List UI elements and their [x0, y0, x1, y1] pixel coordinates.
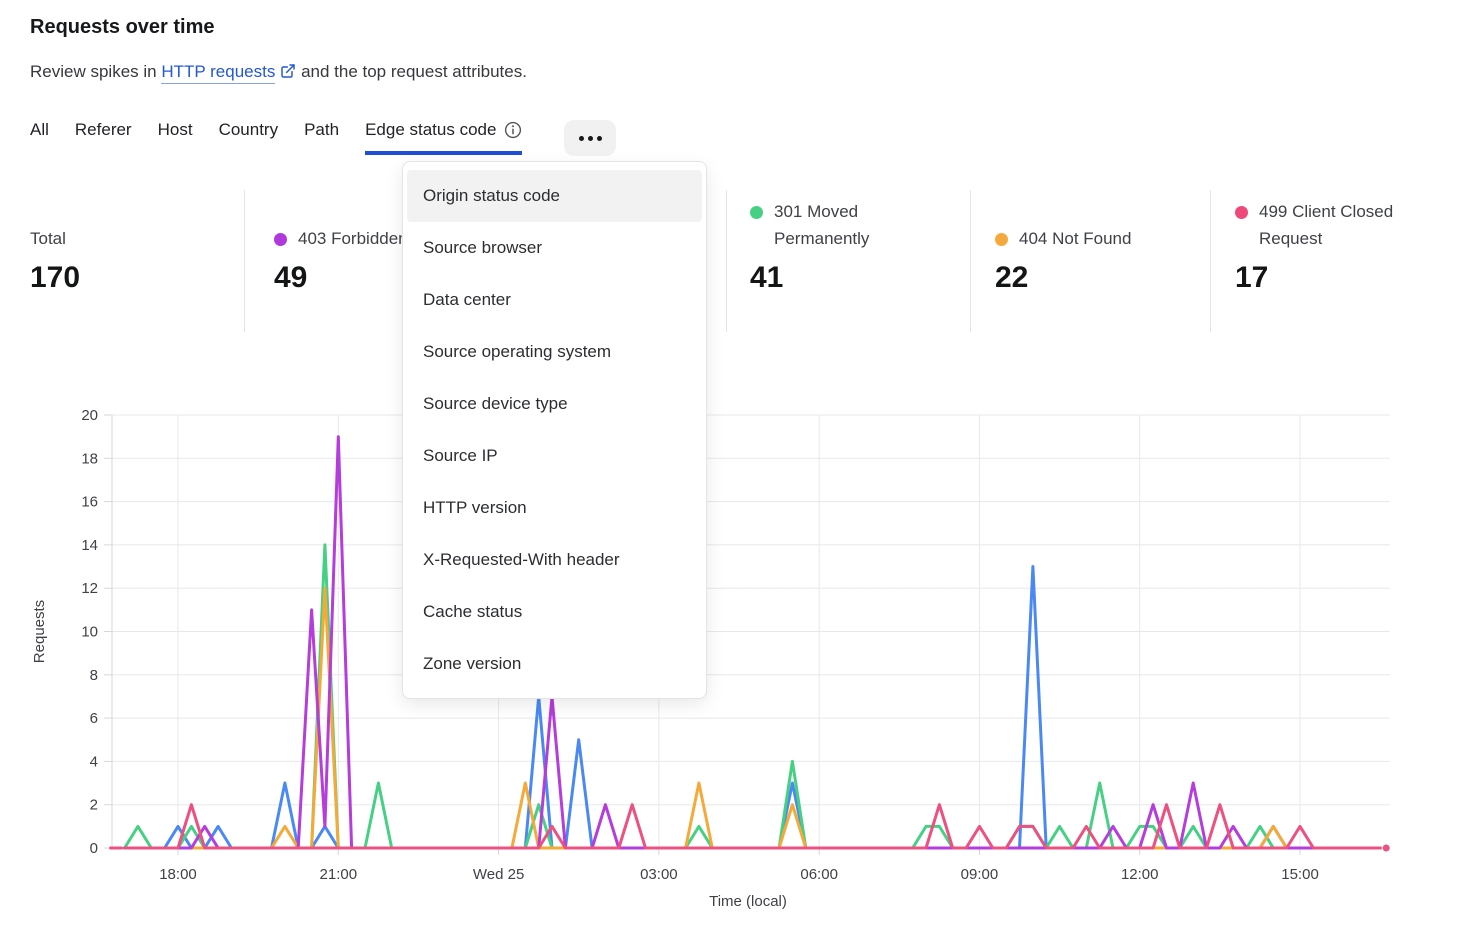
stat-301-moved-permanently: 301 Moved Permanently 41: [750, 190, 960, 295]
external-link-icon: [280, 63, 296, 84]
svg-text:16: 16: [81, 494, 98, 511]
stat-divider: [1210, 190, 1211, 332]
legend-dot-icon: [750, 206, 763, 220]
stat-label: 403 Forbidden: [274, 226, 408, 252]
subtitle: Review spikes in HTTP requests and the t…: [30, 62, 527, 84]
tab-label: Path: [304, 120, 340, 139]
svg-text:20: 20: [81, 407, 98, 424]
ellipsis-icon[interactable]: [564, 120, 617, 156]
menu-item-cache-status[interactable]: Cache status: [423, 602, 523, 621]
subtitle-text: Review spikes in: [30, 62, 162, 81]
stat-label: Total: [30, 228, 66, 248]
subtitle-text-2: and the top request attributes.: [296, 62, 527, 81]
svg-text:10: 10: [81, 624, 98, 641]
menu-item-origin-status-code[interactable]: Origin status code: [407, 170, 702, 222]
stat-value: 170: [30, 261, 81, 294]
svg-text:Requests: Requests: [31, 600, 48, 663]
stat-403-forbidden: 403 Forbidden 49: [274, 190, 484, 295]
stat-total: Total 170: [30, 190, 240, 295]
tab-label: Country: [218, 120, 279, 139]
tab-path[interactable]: Path: [304, 120, 339, 151]
tab-label: Edge status code: [365, 120, 497, 139]
menu-item-source-device-type[interactable]: Source device type: [423, 394, 568, 413]
svg-text:15:00: 15:00: [1281, 866, 1319, 883]
stat-value: 49: [274, 261, 308, 294]
page-title: Requests over time: [30, 16, 215, 38]
tab-country[interactable]: Country: [219, 120, 279, 151]
svg-text:09:00: 09:00: [961, 866, 999, 883]
stat-404-not-found: 404 Not Found 22: [995, 190, 1205, 295]
stat-divider: [244, 190, 245, 332]
stat-label: 404 Not Found: [995, 226, 1131, 252]
svg-text:18:00: 18:00: [159, 866, 197, 883]
menu-item-source-browser[interactable]: Source browser: [423, 238, 543, 257]
tab-label: All: [30, 120, 49, 139]
legend-dot-icon: [1235, 206, 1248, 220]
stat-label: 499 Client Closed Request: [1235, 199, 1431, 252]
svg-text:8: 8: [90, 667, 98, 684]
tab-label: Referer: [74, 120, 132, 139]
tab-host[interactable]: Host: [158, 120, 193, 151]
svg-text:Time (local): Time (local): [709, 893, 787, 910]
attribute-dropdown-menu: Origin status code Source browser Data cen…: [402, 161, 707, 699]
http-requests-link[interactable]: HTTP requests: [161, 62, 276, 84]
tab-edge-status-code[interactable]: Edge status code: [365, 120, 523, 155]
svg-text:2: 2: [90, 797, 98, 814]
svg-text:03:00: 03:00: [640, 866, 678, 883]
series-line-499-client-closed-request: [123, 803, 1382, 850]
svg-text:0: 0: [90, 840, 98, 857]
stat-value: 22: [995, 261, 1029, 294]
svg-text:Wed 25: Wed 25: [473, 866, 524, 883]
stat-499-client-closed-request: 499 Client Closed Request 17: [1235, 190, 1445, 295]
legend-dot-icon: [274, 232, 287, 246]
stat-divider: [970, 190, 971, 332]
svg-text:4: 4: [90, 753, 98, 770]
menu-item-zone-version[interactable]: Zone version: [423, 654, 522, 673]
svg-text:21:00: 21:00: [320, 866, 358, 883]
tab-all[interactable]: All: [30, 120, 49, 151]
stat-value: 41: [750, 261, 784, 294]
tab-referer[interactable]: Referer: [75, 120, 132, 151]
info-icon[interactable]: [504, 121, 522, 139]
menu-item-data-center[interactable]: Data center: [423, 290, 511, 309]
legend-dot-icon: [995, 232, 1008, 246]
svg-text:12:00: 12:00: [1121, 866, 1159, 883]
stat-divider: [726, 190, 727, 332]
menu-item-source-operating-system[interactable]: Source operating system: [423, 342, 612, 361]
menu-item-http-version[interactable]: HTTP version: [423, 498, 527, 517]
svg-text:12: 12: [81, 580, 98, 597]
svg-text:6: 6: [90, 710, 98, 727]
stat-label: 301 Moved Permanently: [750, 199, 946, 252]
menu-item-source-ip[interactable]: Source IP: [423, 446, 498, 465]
tab-label: Host: [157, 120, 193, 139]
menu-item-x-requested-with-header[interactable]: X-Requested-With header: [423, 550, 620, 569]
attribute-tabs: All Referer Host Country Path Edge status cod…: [30, 120, 617, 156]
svg-text:18: 18: [81, 450, 98, 467]
svg-text:06:00: 06:00: [800, 866, 838, 883]
svg-text:14: 14: [81, 537, 98, 554]
stats-row: Total 170 403 Forbidden 49 301 Moved Permane…: [0, 190, 1458, 335]
stat-value: 17: [1235, 261, 1269, 294]
